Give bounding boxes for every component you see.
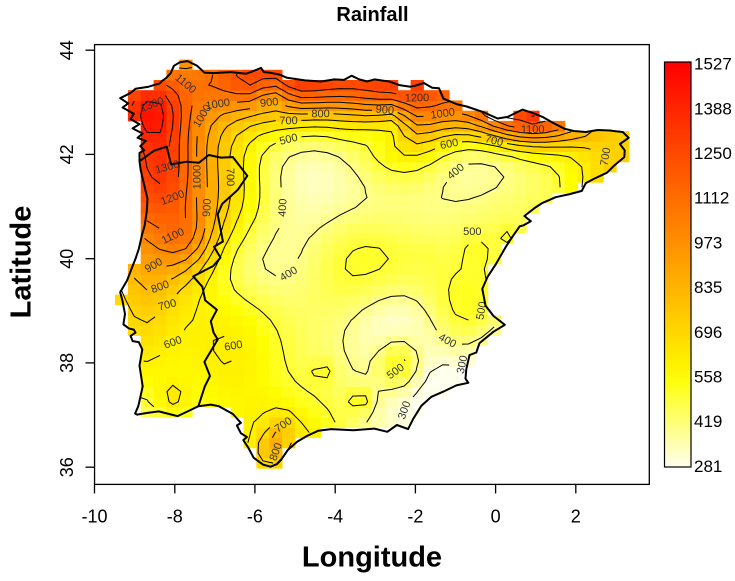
svg-text:1100: 1100	[521, 124, 545, 136]
svg-text:300: 300	[396, 400, 413, 421]
svg-text:700: 700	[598, 147, 613, 167]
svg-text:-10: -10	[81, 507, 107, 527]
svg-text:40: 40	[57, 249, 77, 269]
svg-text:600: 600	[162, 334, 183, 352]
svg-text:0: 0	[491, 507, 501, 527]
svg-text:38: 38	[57, 353, 77, 373]
svg-text:800: 800	[150, 278, 171, 296]
svg-text:500: 500	[463, 226, 481, 238]
svg-text:400: 400	[277, 198, 290, 217]
svg-text:Rainfall: Rainfall	[336, 4, 408, 26]
svg-text:-8: -8	[167, 507, 183, 527]
svg-text:-6: -6	[247, 507, 263, 527]
svg-text:1000: 1000	[191, 165, 203, 190]
svg-text:1250: 1250	[694, 144, 732, 163]
svg-text:900: 900	[260, 96, 279, 110]
svg-text:44: 44	[57, 40, 77, 60]
svg-text:1200: 1200	[405, 92, 430, 105]
svg-text:600: 600	[223, 339, 243, 354]
svg-text:Latitude: Latitude	[6, 206, 38, 319]
svg-text:36: 36	[57, 457, 77, 477]
svg-text:558: 558	[694, 368, 722, 387]
svg-text:-2: -2	[407, 507, 423, 527]
svg-text:Longitude: Longitude	[302, 542, 442, 574]
svg-text:-4: -4	[327, 507, 343, 527]
svg-text:1000: 1000	[205, 97, 231, 113]
svg-text:700: 700	[224, 168, 236, 186]
svg-text:500: 500	[278, 132, 299, 148]
svg-text:281: 281	[694, 457, 722, 476]
svg-text:900: 900	[201, 198, 214, 217]
svg-text:800: 800	[311, 108, 329, 120]
svg-text:700: 700	[484, 133, 505, 149]
svg-text:700: 700	[279, 115, 297, 127]
svg-text:973: 973	[694, 233, 722, 252]
svg-text:1388: 1388	[694, 99, 732, 118]
svg-text:1527: 1527	[694, 55, 732, 74]
svg-text:2: 2	[571, 507, 581, 527]
svg-text:800: 800	[267, 441, 285, 462]
svg-text:600: 600	[439, 137, 459, 152]
svg-text:42: 42	[57, 144, 77, 164]
svg-text:1000: 1000	[430, 106, 456, 121]
svg-text:419: 419	[694, 412, 722, 431]
svg-text:696: 696	[694, 323, 722, 342]
svg-text:835: 835	[694, 278, 722, 297]
svg-text:700: 700	[157, 297, 178, 313]
svg-text:900: 900	[375, 104, 394, 118]
svg-text:1112: 1112	[694, 189, 729, 208]
